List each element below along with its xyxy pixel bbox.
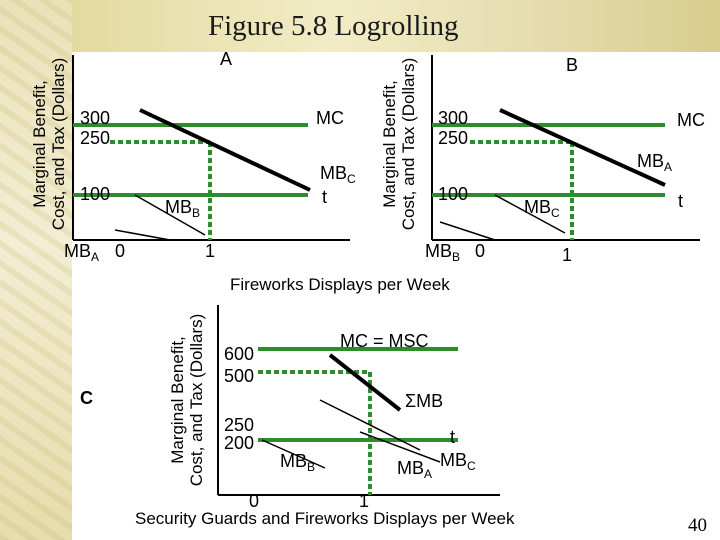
panel-b-mba-line: [499, 108, 666, 187]
slide-number: 40: [688, 515, 707, 536]
panel-c-mbc-label: MBC: [440, 450, 476, 473]
panel-c-tick-250: 250: [224, 415, 255, 435]
panel-b-mbc-line: [494, 194, 566, 234]
panel-a-y-axis-label: Marginal Benefit, Cost, and Tax (Dollars…: [30, 29, 70, 259]
panel-c-tick-x0: 0: [249, 491, 260, 511]
panel-c-mbb-label: MBB: [280, 451, 316, 474]
panel-b-tick-x1: 1: [562, 245, 573, 265]
panel-a-y-axis-label-line2: Cost, and Tax (Dollars): [49, 57, 68, 231]
panel-c-x-axis-label: Security Guards and Fireworks Displays p…: [135, 509, 515, 528]
panel-a-label: A: [220, 49, 233, 69]
panel-a-tick-100: 100: [80, 184, 111, 204]
panel-c-mba-label: MBA: [397, 458, 433, 481]
panel-a-graph: [72, 55, 350, 241]
panel-b-mc-label: MC: [677, 110, 705, 130]
panel-b-label: B: [566, 55, 579, 75]
panel-b-tick-250: 250: [438, 128, 469, 148]
panel-a-mba-label: MBA: [64, 241, 100, 264]
panel-c-graph: [217, 305, 500, 496]
panel-c-mbc-line: [359, 431, 441, 463]
panel-c-label: C: [80, 388, 93, 408]
panel-c-sum-mb-line: [328, 353, 402, 412]
title-band: [72, 0, 720, 52]
panel-c-t-label: t: [450, 427, 456, 447]
panel-b-y-axis-label-line2: Cost, and Tax (Dollars): [399, 57, 418, 231]
panel-c-y-axis-label-line1: Marginal Benefit,: [168, 336, 187, 464]
panel-b-graph: [431, 55, 700, 241]
panel-c-mba-line: [319, 399, 421, 451]
panel-b-y-axis-label: Marginal Benefit, Cost, and Tax (Dollars…: [380, 29, 420, 259]
panel-a-tick-x1: 1: [205, 241, 216, 261]
panel-c-tick-200: 200: [224, 433, 255, 453]
panel-c-tick-500: 500: [224, 366, 255, 386]
slide-title: Figure 5.8 Logrolling: [208, 10, 459, 42]
panel-b-mba-label: MBA: [637, 151, 673, 174]
panel-c-tick-600: 600: [224, 344, 255, 364]
panel-a-tick-300: 300: [80, 108, 111, 128]
panel-b-tick-300: 300: [438, 108, 469, 128]
panel-a-mbb-line: [134, 194, 206, 236]
panel-a-y-axis-label-line1: Marginal Benefit,: [30, 80, 49, 208]
panel-a-t-label: t: [322, 187, 328, 207]
panel-c-y-axis-label-line2: Cost, and Tax (Dollars): [187, 313, 206, 487]
panel-a-mbc-line: [139, 108, 311, 192]
panel-a-mba-line: [114, 229, 171, 241]
panel-c-y-axis-label: Marginal Benefit, Cost, and Tax (Dollars…: [168, 285, 208, 515]
fireworks-x-axis-label: Fireworks Displays per Week: [230, 275, 450, 294]
panel-b-mbb-label: MBB: [425, 241, 461, 264]
panel-b-y-axis-label-line1: Marginal Benefit,: [380, 80, 399, 208]
panel-c-sum-mb-label: ΣMB: [405, 391, 444, 411]
panel-a-tick-x0: 0: [115, 241, 126, 261]
panel-c-mc-msc-label: MC = MSC: [340, 331, 429, 351]
panel-b-tick-100: 100: [438, 184, 469, 204]
panel-b-t-label: t: [678, 191, 684, 211]
panel-c-mbb-line: [261, 439, 326, 469]
panel-a-mbc-label: MBC: [320, 163, 356, 186]
panel-a-mbb-label: MBB: [165, 197, 201, 220]
panel-b-tick-x0: 0: [475, 241, 486, 261]
panel-b-mbc-label: MBC: [524, 197, 560, 220]
panel-b-mbb-line: [439, 221, 496, 241]
panel-a-mc-label: MC: [316, 108, 344, 128]
decorative-left-strip: [0, 0, 72, 540]
panel-a-tick-250: 250: [80, 128, 111, 148]
panel-c-tick-x1: 1: [359, 491, 370, 511]
